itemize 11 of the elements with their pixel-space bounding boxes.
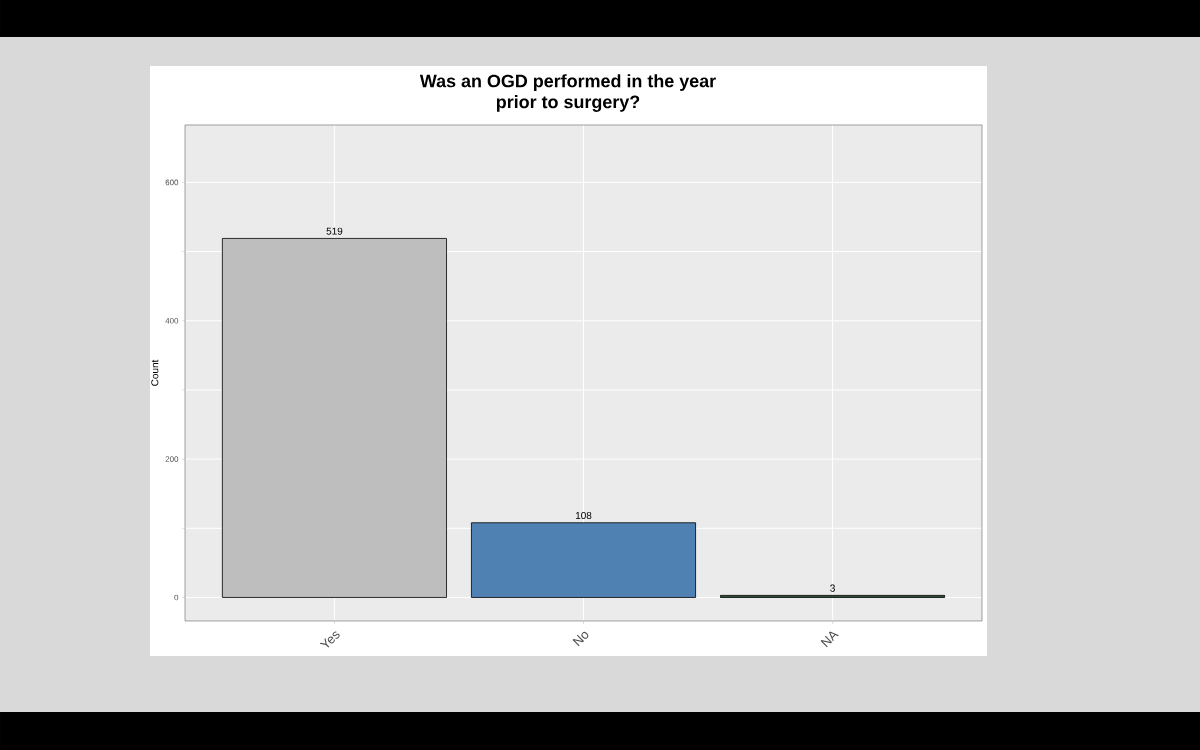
x-tick-label: NA [820, 631, 839, 648]
x-tick-label: Yes [319, 631, 340, 648]
chart-title: Was an OGD performed in the year prior to surgery? [419, 74, 716, 112]
x-tick-label: No [572, 631, 589, 647]
bar [471, 522, 696, 598]
data-label: 108 [575, 511, 592, 520]
bar [720, 594, 946, 598]
y-axis-title: Count [151, 359, 159, 386]
data-label: 519 [326, 227, 343, 235]
bar [221, 238, 447, 598]
data-label: 3 [830, 584, 835, 592]
